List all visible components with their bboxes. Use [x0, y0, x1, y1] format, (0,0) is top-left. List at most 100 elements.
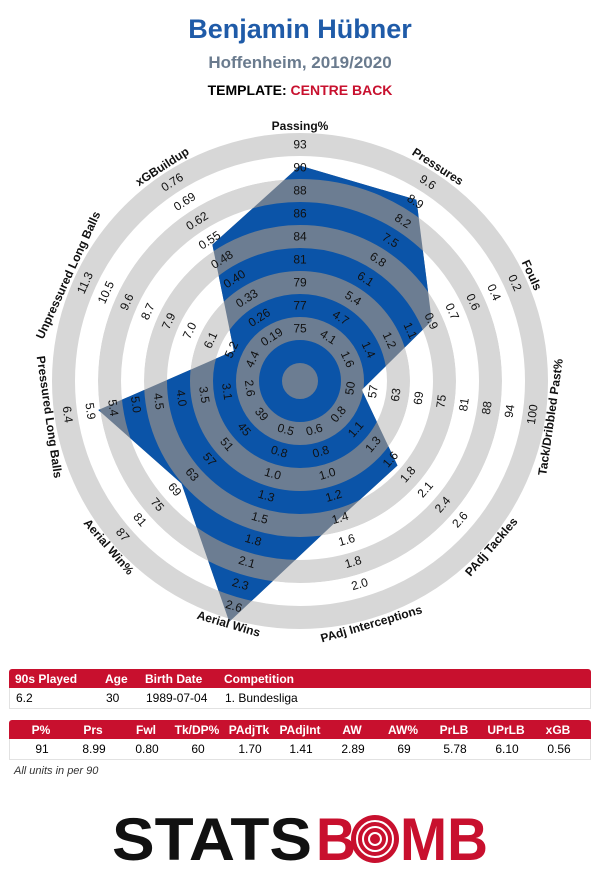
stat-header-uprlb: UPrLB	[487, 723, 525, 737]
stat-header-padjint: PAdjInt	[279, 723, 321, 737]
logo-target-icon	[351, 815, 399, 863]
units-footnote: All units in per 90	[14, 765, 99, 777]
radar-tick-label: 88	[479, 400, 495, 416]
radar-tick-label: 1.6	[338, 349, 358, 370]
template-label: TEMPLATE:	[207, 82, 287, 98]
stat-value-padjint: 1.41	[289, 742, 313, 756]
radar-tick-label: 7.0	[180, 320, 200, 341]
radar-tick-label: 81	[293, 253, 307, 267]
radar-tick-label: 86	[293, 207, 307, 221]
stat-value-fwl: 0.80	[135, 742, 159, 756]
stat-header-p: P%	[31, 723, 51, 737]
radar-tick-label: 1.0	[263, 465, 283, 483]
logo-text-b: B	[316, 806, 356, 872]
radar-tick-label: 4.4	[243, 348, 263, 369]
info-header-competition: Competition	[224, 672, 294, 686]
player-name-title: Benjamin Hübner	[188, 14, 412, 44]
stats-table-header: P% Prs Fwl Tk/DP% PAdjTk PAdjInt AW AW% …	[9, 720, 591, 739]
radar-tick-label: 2.3	[230, 575, 250, 593]
stats-table-row: 91 8.99 0.80 60 1.70 1.41 2.89 69 5.78 6…	[9, 739, 591, 760]
stats-table: P% Prs Fwl Tk/DP% PAdjTk PAdjInt AW AW% …	[9, 720, 591, 760]
radar-tick-label: 4.0	[173, 389, 189, 408]
radar-tick-label: 94	[502, 403, 518, 419]
radar-tick-label: 2.0	[350, 575, 370, 593]
stat-header-fwl: Fwl	[136, 723, 156, 737]
radar-tick-label: 2.6	[224, 597, 244, 615]
template-line: TEMPLATE: CENTRE BACK	[0, 82, 600, 98]
radar-tick-label: 5.2	[222, 339, 242, 360]
logo-text-stats: STATS	[112, 806, 312, 872]
stat-value-padjtk: 1.70	[238, 742, 262, 756]
radar-axis-label: Passing%	[272, 119, 329, 133]
radar-tick-label: 7.9	[159, 310, 179, 331]
info-value-birth-date: 1989-07-04	[146, 691, 208, 705]
radar-tick-label: 3.5	[196, 386, 212, 405]
radar-tick-label: 1.8	[343, 553, 363, 571]
radar-ring-base	[52, 133, 548, 629]
stat-value-awp: 69	[397, 742, 411, 756]
radar-tick-label: 81	[456, 397, 472, 413]
radar-tick-label: 0.6	[463, 291, 483, 312]
logo-text-mb: MB	[400, 806, 488, 872]
radar-tick-label: 1.1	[401, 320, 421, 341]
radar-tick-label: 0.6	[304, 420, 324, 438]
radar-tick-label: 90	[293, 161, 307, 175]
info-table: 90s Played Age Birth Date Competition 6.…	[9, 669, 591, 709]
radar-tick-label: 1.4	[359, 339, 379, 360]
radar-tick-label: 0.8	[311, 443, 331, 461]
radar-tick-label: 5.0	[128, 395, 144, 414]
info-header-age: Age	[105, 672, 128, 686]
radar-tick-label: 57	[365, 384, 381, 400]
radar-tick-label: 1.2	[380, 330, 400, 351]
info-value-90s: 6.2	[16, 691, 33, 705]
stat-header-prs: Prs	[83, 723, 103, 737]
radar-chart: 757779818486889093Passing%4.14.75.46.16.…	[33, 119, 566, 645]
info-header-birth-date: Birth Date	[145, 672, 203, 686]
radar-tick-label: 0.7	[442, 301, 462, 322]
radar-tick-label: 79	[293, 276, 307, 290]
radar-tick-label: 8.7	[138, 301, 158, 322]
radar-tick-label: 1.4	[330, 509, 350, 527]
stat-value-p: 91	[35, 742, 49, 756]
radar-tick-label: 6.1	[201, 329, 221, 350]
radar-tick-label: 1.8	[243, 531, 263, 549]
info-table-row: 6.2 30 1989-07-04 1. Bundesliga	[9, 688, 591, 709]
radar-tick-label: 0.4	[484, 282, 504, 303]
stat-value-prs: 8.99	[82, 742, 106, 756]
radar-area-band	[259, 340, 341, 422]
info-header-90s: 90s Played	[15, 672, 78, 686]
stat-header-awp: AW%	[388, 723, 418, 737]
stat-value-aw: 2.89	[341, 742, 365, 756]
radar-tick-label: 1.0	[317, 465, 337, 483]
radar-tick-label: 0.8	[269, 443, 289, 461]
radar-tick-label: 0.2	[505, 272, 525, 293]
stat-value-tkdp: 60	[191, 742, 205, 756]
stat-value-prlb: 5.78	[443, 742, 467, 756]
team-season-subtitle: Hoffenheim, 2019/2020	[208, 53, 392, 72]
stat-header-xgb: xGB	[545, 723, 571, 737]
radar-tick-label: 1.5	[250, 509, 270, 527]
radar-tick-label: 5.4	[105, 399, 121, 418]
radar-tick-label: 1.6	[337, 531, 357, 549]
info-value-competition: 1. Bundesliga	[225, 691, 298, 705]
radar-tick-label: 1.3	[256, 487, 276, 505]
radar-tick-label: 5.9	[82, 402, 98, 421]
radar-tick-label: 84	[293, 230, 307, 244]
radar-tick-label: 6.4	[60, 405, 76, 424]
stat-header-prlb: PrLB	[439, 723, 469, 737]
radar-tick-label: 2.6	[242, 379, 258, 398]
radar-tick-label: 3.1	[219, 382, 235, 401]
radar-tick-label: 63	[388, 387, 404, 403]
stat-header-padjtk: PAdjTk	[228, 723, 270, 737]
radar-tick-label: 100	[524, 403, 541, 425]
radar-tick-label: 50	[342, 380, 358, 396]
radar-tick-label: 9.6	[117, 291, 137, 312]
radar-tick-label: 4.5	[151, 392, 167, 411]
info-value-age: 30	[106, 691, 120, 705]
radar-tick-label: 1.2	[324, 487, 344, 505]
stat-header-tkdp: Tk/DP%	[174, 723, 220, 737]
template-value: CENTRE BACK	[290, 82, 393, 98]
info-table-header: 90s Played Age Birth Date Competition	[9, 669, 591, 688]
radar-tick-label: 69	[411, 390, 427, 406]
stat-value-xgb: 0.56	[547, 742, 571, 756]
